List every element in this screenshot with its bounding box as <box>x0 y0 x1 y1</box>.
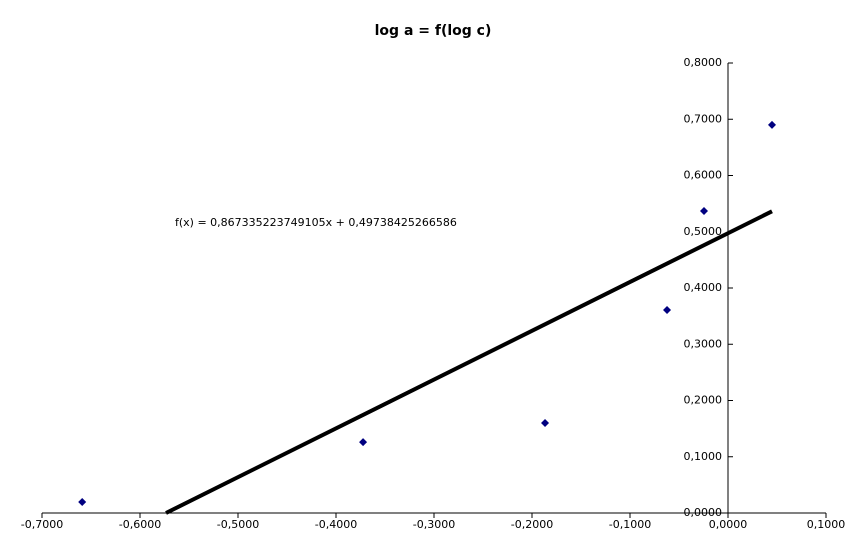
x-tick-label: -0,4000 <box>315 518 357 531</box>
point <box>663 305 672 314</box>
y-tick-label: 0,0000 <box>684 506 723 519</box>
y-tick-label: 0,6000 <box>684 169 723 182</box>
y-tick-label: 0,1000 <box>684 450 723 463</box>
y-tick-label: 0,2000 <box>684 394 723 407</box>
trendline-label: f(x) = 0,867335223749105x + 0,4973842526… <box>175 216 457 229</box>
y-tick-label: 0,3000 <box>684 337 723 350</box>
point <box>359 438 368 447</box>
x-tick-label: 0,1000 <box>807 518 846 531</box>
x-tick-label: 0,0000 <box>709 518 748 531</box>
x-tick-label: -0,3000 <box>413 518 455 531</box>
x-tick-label: -0,2000 <box>511 518 553 531</box>
x-tick-label: -0,1000 <box>609 518 651 531</box>
point <box>78 497 87 506</box>
x-tick-label: -0,5000 <box>217 518 259 531</box>
y-tick-label: 0,7000 <box>684 112 723 125</box>
point <box>699 206 708 215</box>
chart-title: log a = f(log c) <box>375 23 492 39</box>
y-tick-label: 0,4000 <box>684 281 723 294</box>
x-tick-label: -0,6000 <box>119 518 161 531</box>
y-tick-label: 0,8000 <box>684 56 723 69</box>
point <box>541 419 550 427</box>
x-tick-label: -0,7000 <box>21 518 63 531</box>
y-tick-label: 0,5000 <box>684 225 723 238</box>
trendline <box>165 209 773 515</box>
point <box>768 120 777 129</box>
